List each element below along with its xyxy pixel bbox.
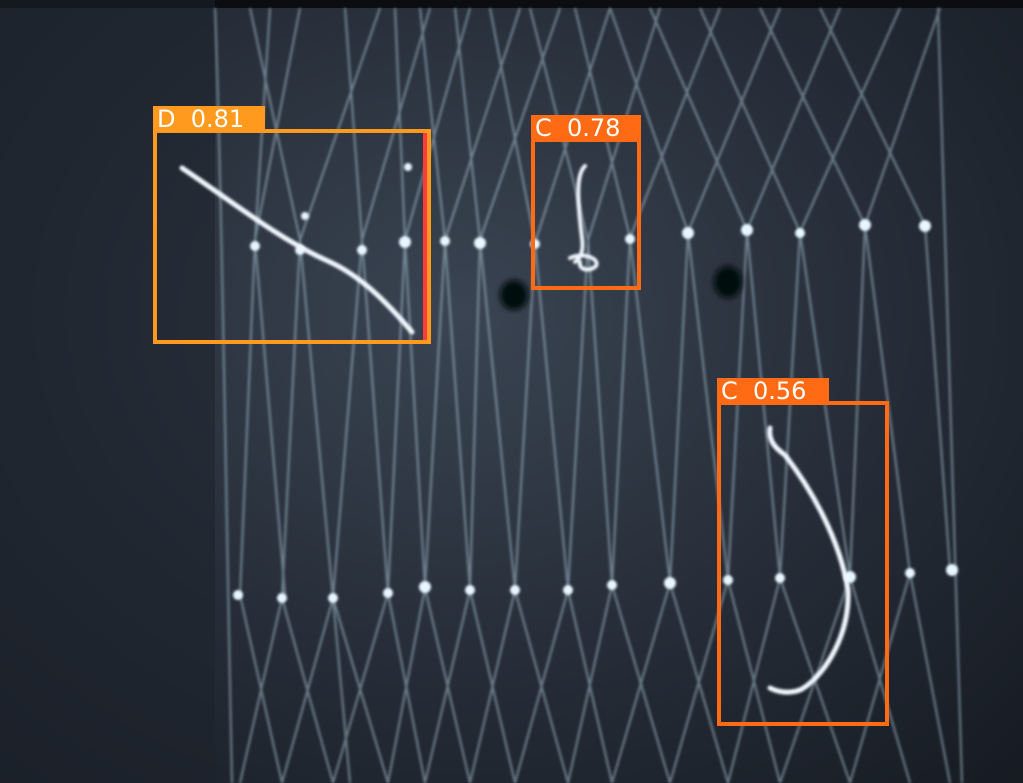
detection-box-d xyxy=(153,129,431,344)
detection-label-c-bottom: C 0.56 xyxy=(717,378,829,405)
knot-row-upper xyxy=(250,163,931,255)
defect-knot-c-small xyxy=(568,253,599,272)
hole-left xyxy=(500,280,528,310)
detection-label-d: D 0.81 xyxy=(153,106,265,133)
defect-strand-d xyxy=(179,165,415,335)
defect-strands xyxy=(179,164,851,695)
defect-strand-c-large xyxy=(767,425,851,695)
detection-box-c-top xyxy=(531,138,641,290)
detection-box-c-bottom xyxy=(717,401,889,726)
detection-label-c-top: C 0.78 xyxy=(531,115,641,142)
hole-right xyxy=(714,266,742,298)
top-dark-band xyxy=(0,0,1023,8)
net-holes xyxy=(500,266,742,310)
